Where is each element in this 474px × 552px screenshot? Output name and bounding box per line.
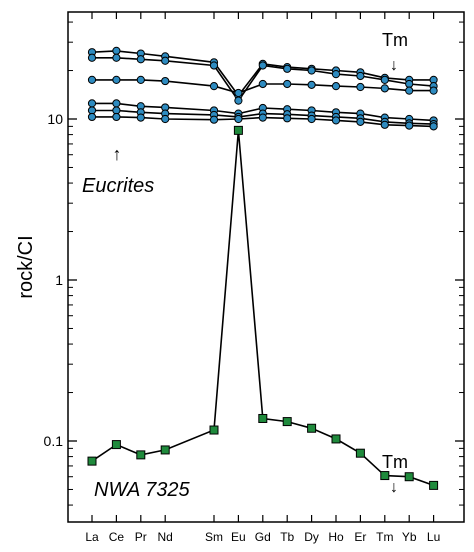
nwa-7325-point xyxy=(355,448,365,458)
eucrite-point xyxy=(307,80,316,89)
nwa-7325-point xyxy=(209,425,219,435)
eucrite-point xyxy=(112,75,121,84)
eucrite-point xyxy=(405,121,414,130)
eucrite-point xyxy=(161,56,170,65)
tm-upper-label: Tm xyxy=(382,30,408,50)
y-axis-ticks: 0.1 1 10 xyxy=(44,21,464,506)
eucrite-point xyxy=(87,53,97,62)
eucrites-arrow: ↑ xyxy=(113,144,122,164)
eucrite-point xyxy=(234,88,243,98)
eucrite-point xyxy=(112,112,121,122)
eucrite-point xyxy=(87,99,97,108)
eucrite-point xyxy=(405,86,414,95)
x-tick-label: Tm xyxy=(376,530,393,544)
eucrite-point xyxy=(136,75,145,84)
eucrite-point xyxy=(380,84,389,93)
eucrite-point xyxy=(331,70,341,79)
nwa-7325-point xyxy=(282,417,292,427)
nwa-7325-point xyxy=(404,472,414,482)
tm-lower-arrow: ↓ xyxy=(390,479,398,496)
eucrite-point xyxy=(356,82,365,92)
nwa-7325-point xyxy=(87,456,97,466)
eucrite-point xyxy=(331,82,341,91)
x-tick-label: Pr xyxy=(135,530,147,544)
tm-lower-label: Tm xyxy=(382,452,408,472)
eucrite-point xyxy=(258,61,267,70)
nwa-7325-point xyxy=(111,440,121,450)
x-tick-label: Eu xyxy=(231,530,246,544)
eucrite-point xyxy=(356,117,365,126)
y-tick-label: 10 xyxy=(47,111,63,127)
eucrite-point xyxy=(136,55,145,64)
eucrite-point xyxy=(136,113,145,122)
eucrite-point xyxy=(380,120,389,129)
x-tick-label: Nd xyxy=(158,530,173,544)
eucrite-point xyxy=(209,61,219,70)
x-tick-label: Sm xyxy=(205,530,223,544)
nwa-7325-point xyxy=(136,450,146,460)
tm-upper-arrow: ↓ xyxy=(390,57,398,74)
plot-frame xyxy=(67,11,465,523)
eucrite-point xyxy=(283,64,292,73)
x-tick-label: Dy xyxy=(304,530,319,544)
x-tick-label: Ho xyxy=(328,530,344,544)
x-tick-label: Yb xyxy=(402,530,417,544)
x-tick-label: Lu xyxy=(427,530,440,544)
nwa-7325-point xyxy=(258,413,268,423)
x-tick-label: La xyxy=(85,530,99,544)
series-layer xyxy=(87,46,439,490)
x-tick-label: Gd xyxy=(255,530,271,544)
nwa-7325-point xyxy=(331,434,341,444)
y-axis-title: rock/CI xyxy=(15,235,37,298)
eucrite-point xyxy=(429,122,438,131)
eucrite-point xyxy=(307,114,316,124)
x-tick-label: Tb xyxy=(280,530,294,544)
nwa-7325-point xyxy=(233,125,243,135)
eucrite-point xyxy=(283,114,292,123)
eucrite-point xyxy=(112,53,121,62)
eucrite-point xyxy=(331,116,341,125)
eucrite-point xyxy=(209,115,219,124)
eucrite-point xyxy=(112,46,121,55)
eucrite-point xyxy=(234,96,243,105)
eucrite-point xyxy=(283,79,292,89)
eucrite-point xyxy=(429,86,438,95)
x-axis-ticks: La Ce Pr Nd Sm Eu Gd Tb Dy Ho Er Tm Yb Lu xyxy=(85,12,440,544)
y-tick-label: 0.1 xyxy=(44,433,64,449)
eucrite-point xyxy=(258,79,267,89)
eucrite-point xyxy=(209,82,219,91)
eucrite-point xyxy=(234,114,243,124)
eucrites-label: Eucrites xyxy=(82,175,154,197)
nwa-7325-point xyxy=(429,480,439,490)
eucrite-point xyxy=(161,114,170,124)
nwa-7325-label: NWA 7325 xyxy=(94,479,190,501)
x-tick-label: Er xyxy=(354,530,366,544)
eucrite-point xyxy=(258,113,267,122)
eucrite-point xyxy=(87,75,97,84)
eucrite-point xyxy=(405,79,414,89)
eucrite-point xyxy=(161,76,170,86)
nwa-7325-point xyxy=(160,445,170,455)
y-tick-label: 1 xyxy=(55,272,63,288)
eucrite-point xyxy=(112,99,121,108)
eucrite-point xyxy=(380,75,389,84)
eucrite-point xyxy=(356,71,365,81)
eucrite-point xyxy=(307,66,316,75)
nwa-7325-point xyxy=(307,423,317,433)
eucrite-point xyxy=(87,112,97,122)
x-tick-label: Ce xyxy=(109,530,125,544)
nwa-7325-point xyxy=(380,471,390,481)
